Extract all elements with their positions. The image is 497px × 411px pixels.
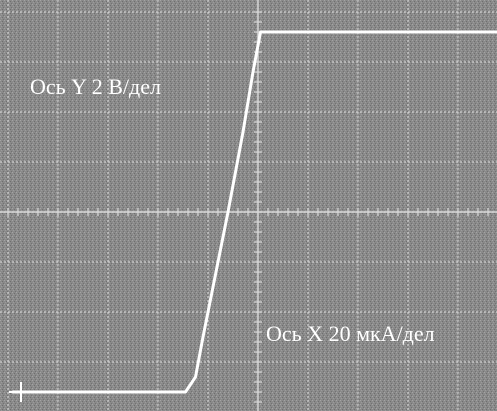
y-scale-label: Ось Y 2 В/дел <box>30 74 161 99</box>
x-scale-label: Ось X 20 мкА/дел <box>266 321 435 346</box>
trace-layer <box>9 30 497 402</box>
trace-line <box>11 30 497 394</box>
